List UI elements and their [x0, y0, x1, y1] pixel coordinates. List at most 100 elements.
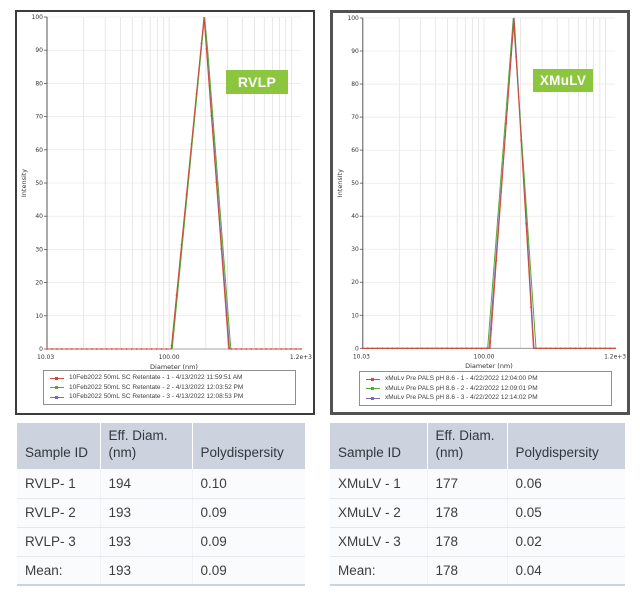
table-header-row: Sample ID Eff. Diam. (nm) Polydispersity	[330, 423, 625, 469]
table-cell: 193	[100, 527, 193, 557]
table-row: Mean: 193 0.09	[17, 556, 305, 586]
svg-text:40: 40	[35, 213, 43, 220]
table-cell: Mean:	[330, 556, 428, 586]
svg-text:Diameter (nm): Diameter (nm)	[150, 363, 198, 371]
svg-text:0: 0	[39, 346, 43, 353]
legend-label: 10Feb2022 50mL SC Retentate - 3 - 4/13/2…	[69, 393, 244, 400]
svg-text:80: 80	[35, 80, 43, 87]
svg-text:10: 10	[35, 313, 43, 320]
svg-text:100: 100	[347, 15, 359, 22]
svg-text:60: 60	[35, 147, 43, 154]
svg-text:10: 10	[351, 312, 359, 319]
xmulv-results-table: Sample ID Eff. Diam. (nm) Polydispersity XM…	[330, 423, 625, 586]
table-cell: Mean:	[17, 556, 101, 586]
svg-text:1.2e+3: 1.2e+3	[604, 353, 626, 360]
svg-text:90: 90	[35, 47, 43, 54]
svg-text:60: 60	[351, 147, 359, 154]
xmulv-chart-panel: 0 10 20 30 40 50 60 70 80 90 100 10.03 100.00 1.2e+3 D…	[330, 10, 630, 415]
table-row: Mean: 178 0.04	[330, 556, 625, 586]
table-cell: 194	[100, 469, 193, 499]
table-cell: 178	[427, 556, 508, 586]
rvlp-chart-panel: 0 10 20 30 40 50 60 70 80 90 100 10.03 100.00 1.2e+3 D…	[15, 10, 315, 415]
legend-item: xMuLv Pre PALS pH 8.6 - 2 - 4/22/2022 12…	[366, 385, 605, 393]
svg-text:40: 40	[351, 213, 359, 220]
table-header-cell: Eff. Diam. (nm)	[427, 423, 508, 469]
table-cell: 193	[100, 498, 193, 528]
svg-text:100: 100	[32, 14, 44, 21]
table-header-cell: Eff. Diam. (nm)	[100, 423, 193, 469]
table-cell: 178	[427, 527, 508, 557]
series-lines	[361, 17, 616, 350]
svg-text:Intensity: Intensity	[336, 169, 344, 197]
xmulv-sample-badge: XMuLV	[533, 69, 593, 92]
table-cell: 0.10	[192, 469, 305, 499]
table-cell: 0.09	[192, 527, 305, 557]
svg-text:10.03: 10.03	[353, 353, 370, 360]
table-cell: XMuLV - 3	[330, 527, 428, 557]
legend-item: 10Feb2022 50mL SC Retentate - 2 - 4/13/2…	[50, 384, 289, 392]
legend-label: xMuLv Pre PALS pH 8.6 - 2 - 4/22/2022 12…	[385, 384, 538, 392]
legend-item: xMuLv Pre PALS pH 8.6 - 1 - 4/22/2022 12…	[366, 375, 605, 383]
rvlp-sample-badge: RVLP	[226, 70, 288, 94]
table-cell: 193	[100, 556, 193, 586]
svg-text:20: 20	[35, 280, 43, 287]
svg-text:50: 50	[35, 180, 43, 187]
table-header-cell: Sample ID	[17, 423, 101, 469]
svg-text:80: 80	[351, 81, 359, 88]
svg-text:20: 20	[351, 279, 359, 286]
legend-item: 10Feb2022 50mL SC Retentate - 1 - 4/13/2…	[50, 374, 289, 382]
table-header-cell: Polydispersity	[192, 423, 305, 469]
svg-text:70: 70	[351, 114, 359, 121]
xmulv-intensity-plot: 0 10 20 30 40 50 60 70 80 90 100 10.03 100.00 1.2e+3 D…	[336, 15, 626, 370]
table-row: XMuLV - 2 178 0.05	[330, 498, 625, 528]
table-cell: XMuLV - 2	[330, 498, 428, 528]
legend-item: xMuLv Pre PALS pH 8.6 - 3 - 4/22/2022 12…	[366, 394, 605, 402]
grid	[362, 17, 616, 349]
table-cell: 0.05	[507, 498, 625, 528]
svg-text:Diameter (nm): Diameter (nm)	[465, 362, 513, 370]
svg-text:90: 90	[351, 48, 359, 55]
table-cell: RVLP- 3	[17, 527, 101, 557]
svg-text:100.00: 100.00	[474, 353, 495, 360]
legend-label: 10Feb2022 50mL SC Retentate - 1 - 4/13/2…	[69, 374, 243, 381]
table-header-cell: Polydispersity	[507, 423, 625, 469]
legend-label: xMuLv Pre PALS pH 8.6 - 3 - 4/22/2022 12…	[385, 394, 538, 401]
table-cell: 0.02	[507, 527, 625, 557]
rvlp-chart-legend: 10Feb2022 50mL SC Retentate - 1 - 4/13/2…	[43, 370, 296, 405]
table-cell: 178	[427, 498, 508, 528]
table-row: RVLP- 1 194 0.10	[17, 469, 305, 499]
axes: 0 10 20 30 40 50 60 70 80 90 100 10.03 100.00 1.2e+3 D…	[20, 14, 312, 371]
svg-text:10.03: 10.03	[37, 354, 54, 361]
table-cell: RVLP- 2	[17, 498, 101, 528]
legend-item: 10Feb2022 50mL SC Retentate - 3 - 4/13/2…	[50, 393, 289, 401]
svg-text:1.2e+3: 1.2e+3	[290, 354, 312, 361]
table-cell: 177	[427, 469, 508, 499]
svg-text:0: 0	[355, 345, 359, 352]
legend-line-swatch	[366, 396, 380, 400]
svg-text:Intensity: Intensity	[20, 169, 28, 197]
table-row: RVLP- 3 193 0.09	[17, 527, 305, 557]
legend-label: xMuLv Pre PALS pH 8.6 - 1 - 4/22/2022 12…	[385, 375, 538, 382]
svg-text:100.00: 100.00	[159, 354, 180, 361]
svg-text:50: 50	[351, 180, 359, 187]
table-row: RVLP- 2 193 0.09	[17, 498, 305, 528]
table-header-cell: Sample ID	[330, 423, 428, 469]
table-cell: 0.09	[192, 498, 305, 528]
table-cell: XMuLV - 1	[330, 469, 428, 499]
legend-line-swatch	[50, 376, 64, 380]
svg-text:30: 30	[351, 246, 359, 253]
table-cell: RVLP- 1	[17, 469, 101, 499]
table-cell: 0.04	[507, 556, 625, 586]
table-row: XMuLV - 3 178 0.02	[330, 527, 625, 557]
svg-text:30: 30	[35, 246, 43, 253]
table-cell: 0.09	[192, 556, 305, 586]
table-row: XMuLV - 1 177 0.06	[330, 469, 625, 499]
grid	[47, 16, 301, 349]
series-lines	[46, 16, 302, 350]
xmulv-chart-legend: xMuLv Pre PALS pH 8.6 - 1 - 4/22/2022 12…	[359, 371, 612, 406]
rvlp-results-table: Sample ID Eff. Diam. (nm) Polydispersity RV…	[17, 423, 305, 586]
legend-label: 10Feb2022 50mL SC Retentate - 2 - 4/13/2…	[69, 383, 244, 391]
table-header-row: Sample ID Eff. Diam. (nm) Polydispersity	[17, 423, 305, 469]
table-cell: 0.06	[507, 469, 625, 499]
